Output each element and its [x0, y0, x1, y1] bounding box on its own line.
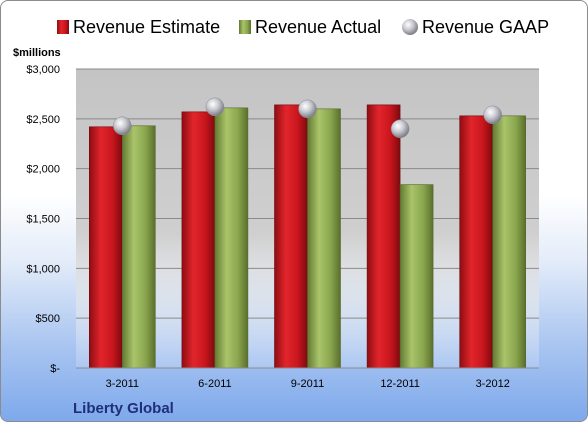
bar-revenue-actual	[122, 125, 156, 369]
x-tick-label: 3-2011	[106, 378, 139, 390]
marker-revenue-gaap	[390, 119, 410, 139]
company-label: Liberty Global	[73, 400, 174, 417]
bar-revenue-actual	[214, 107, 249, 369]
x-tick-label: 9-2011	[291, 378, 324, 390]
marker-revenue-gaap	[205, 97, 225, 117]
y-tick-label: $2,000	[26, 164, 60, 176]
marker-revenue-gaap	[298, 99, 317, 119]
bar-revenue-actual	[307, 108, 341, 369]
bar-revenue-estimate	[366, 104, 401, 369]
legend-label-actual: Revenue Actual	[255, 17, 381, 37]
bar-revenue-estimate	[459, 115, 494, 369]
y-tick-label: $1,000	[26, 263, 60, 275]
y-tick-label: $3,000	[26, 64, 60, 76]
legend-swatch-estimate	[57, 20, 69, 34]
legend-swatch-actual	[239, 20, 251, 34]
legend: Revenue Estimate Revenue Actual Revenue …	[57, 17, 549, 37]
unit-label: $millions	[13, 47, 61, 59]
bar-revenue-estimate	[181, 111, 216, 369]
legend-label-gaap: Revenue GAAP	[422, 17, 549, 37]
legend-swatch-gaap	[402, 19, 418, 35]
y-tick-label: $-	[50, 363, 60, 375]
marker-revenue-gaap	[483, 105, 502, 125]
bar-revenue-estimate	[274, 104, 308, 369]
y-tick-label: $2,500	[26, 114, 60, 126]
legend-label-estimate: Revenue Estimate	[73, 17, 220, 37]
bar-revenue-estimate	[89, 126, 123, 369]
x-tick-label: 12-2011	[380, 378, 420, 390]
bar-revenue-actual	[399, 184, 434, 369]
y-tick-label: $1,500	[26, 214, 60, 226]
x-tick-label: 6-2011	[198, 378, 231, 390]
bar-revenue-actual	[492, 115, 527, 369]
y-tick-label: $500	[36, 313, 60, 325]
marker-revenue-gaap	[113, 116, 132, 136]
x-tick-label: 3-2012	[476, 378, 510, 390]
